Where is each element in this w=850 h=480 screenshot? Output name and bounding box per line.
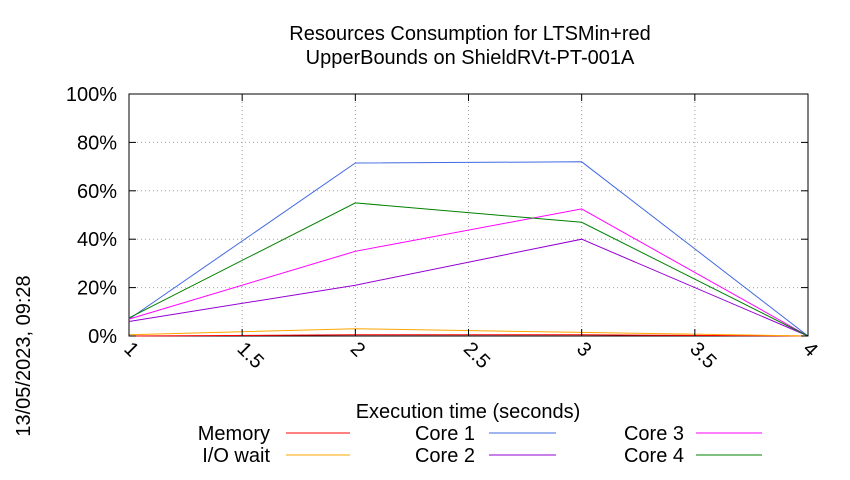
y-tick-label: 100% [66, 84, 117, 106]
series-line-core-3 [128, 208, 809, 337]
series-line-core-4 [128, 202, 809, 337]
chart-title-line-1: Resources Consumption for LTSMin+red [289, 23, 650, 45]
legend-label-core-1: Core 1 [415, 423, 475, 445]
x-tick-label: 2 [346, 338, 369, 361]
legend-label-i-o-wait: I/O wait [202, 445, 270, 467]
x-tick-label: 1.5 [233, 338, 268, 373]
timestamp-label: 13/05/2023, 09:28 [13, 275, 35, 436]
y-tick-label: 60% [77, 181, 117, 203]
chart-title-line-2: UpperBounds on ShieldRVt-PT-001A [306, 47, 635, 69]
y-tick-label: 80% [77, 132, 117, 154]
legend-label-core-3: Core 3 [624, 423, 684, 445]
legend-label-core-4: Core 4 [624, 445, 684, 467]
x-tick-label: 4 [798, 338, 821, 361]
x-tick-label: 2.5 [459, 338, 494, 373]
y-tick-label: 40% [77, 229, 117, 251]
legend-label-memory: Memory [198, 423, 270, 445]
series-lines [128, 161, 809, 337]
legend-label-core-2: Core 2 [415, 445, 475, 467]
grid-lines [129, 94, 808, 336]
x-tick-label: 3.5 [685, 338, 720, 373]
y-tick-label: 0% [88, 326, 117, 348]
y-tick-label: 20% [77, 278, 117, 300]
series-line-core-2 [128, 238, 809, 337]
series-line-core-1 [128, 161, 809, 337]
x-tick-label: 3 [572, 338, 595, 361]
x-axis-label: Execution time (seconds) [356, 401, 581, 423]
x-tick-label: 1 [119, 338, 142, 361]
